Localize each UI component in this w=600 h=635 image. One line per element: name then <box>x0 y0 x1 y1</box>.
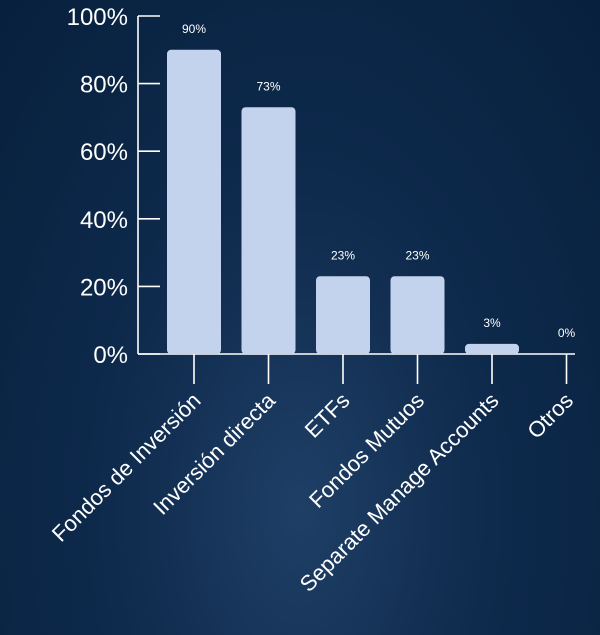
bar <box>241 107 296 354</box>
value-label: 23% <box>331 248 355 262</box>
y-tick-label: 0% <box>93 342 128 369</box>
bar <box>167 49 221 355</box>
category-label: ETFs <box>300 388 355 443</box>
x-axis <box>138 353 575 384</box>
y-axis: 0% 20% 40% 60% 80% 100% <box>67 4 160 369</box>
value-labels: 90% 73% 23% 23% 3% 0% <box>182 22 576 340</box>
value-label: 90% <box>182 22 206 36</box>
value-label: 73% <box>256 79 280 93</box>
y-tick-label: 80% <box>80 72 128 99</box>
bar <box>390 276 445 354</box>
y-tick-label: 100% <box>67 4 128 31</box>
bars <box>167 49 519 355</box>
y-tick-label: 40% <box>80 207 128 234</box>
value-label: 3% <box>483 316 501 330</box>
bar <box>465 343 519 354</box>
bar <box>316 276 370 354</box>
value-label: 23% <box>405 248 429 262</box>
value-label: 0% <box>558 326 576 340</box>
category-label: Otros <box>522 388 578 444</box>
y-tick-label: 60% <box>80 139 128 166</box>
y-tick-label: 20% <box>80 274 128 301</box>
